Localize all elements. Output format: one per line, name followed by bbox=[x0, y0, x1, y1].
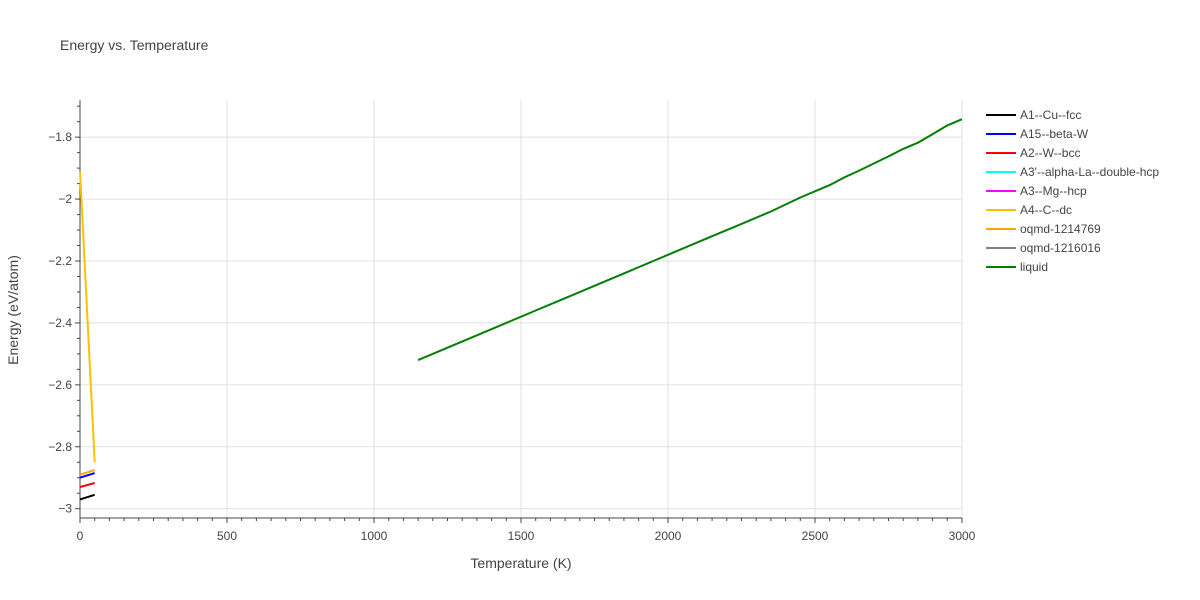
legend-label: oqmd-1214769 bbox=[1020, 222, 1101, 236]
chart-title: Energy vs. Temperature bbox=[60, 37, 209, 53]
y-tick-label: −3 bbox=[58, 502, 72, 516]
x-axis-title: Temperature (K) bbox=[470, 555, 571, 571]
x-tick-label: 1500 bbox=[508, 529, 535, 543]
y-axis-title: Energy (eV/atom) bbox=[5, 255, 21, 365]
legend-item[interactable]: A15--beta-W bbox=[986, 127, 1089, 141]
series-line-A2--W--bcc[interactable] bbox=[79, 482, 95, 488]
legend-label: A4--C--dc bbox=[1020, 203, 1072, 217]
series-line-A1--Cu--fcc[interactable] bbox=[79, 493, 95, 501]
x-tick-label: 500 bbox=[217, 529, 237, 543]
legend-item[interactable]: A3--Mg--hcp bbox=[986, 184, 1087, 198]
legend-label: A2--W--bcc bbox=[1020, 146, 1080, 160]
x-tick-label: 0 bbox=[77, 529, 84, 543]
axis-layer: 0 500 1000 1500 2000 2500 3000 −3 −2.8 −2.6 −2.4 −2… bbox=[48, 100, 976, 543]
legend-item[interactable]: A1--Cu--fcc bbox=[986, 108, 1081, 122]
x-tick-label: 2500 bbox=[802, 529, 829, 543]
legend-label: liquid bbox=[1020, 260, 1048, 274]
y-tick-label: −2.8 bbox=[48, 440, 72, 454]
legend-label: oqmd-1216016 bbox=[1020, 241, 1101, 255]
y-tick-label: −2.6 bbox=[48, 378, 72, 392]
legend-item[interactable]: A2--W--bcc bbox=[986, 146, 1080, 160]
series-line-liquid[interactable] bbox=[417, 118, 963, 362]
legend-item[interactable]: oqmd-1216016 bbox=[986, 241, 1101, 255]
x-tick-label: 1000 bbox=[361, 529, 388, 543]
legend[interactable]: A1--Cu--fcc A15--beta-W A2--W--bcc A3'--alp… bbox=[986, 108, 1159, 274]
legend-item[interactable]: A4--C--dc bbox=[986, 203, 1072, 217]
series-line-A15--beta-W[interactable] bbox=[79, 472, 95, 479]
y-tick-label: −2.4 bbox=[48, 316, 72, 330]
series-layer bbox=[79, 118, 963, 501]
legend-item[interactable]: liquid bbox=[986, 260, 1048, 274]
y-tick-label: −2.2 bbox=[48, 254, 72, 268]
x-tick-label: 2000 bbox=[655, 529, 682, 543]
y-tick-label: −1.8 bbox=[48, 130, 72, 144]
series-line-oqmd-1214769[interactable] bbox=[79, 469, 96, 476]
grid-layer bbox=[80, 100, 963, 518]
legend-label: A1--Cu--fcc bbox=[1020, 108, 1081, 122]
y-tick-label: −2 bbox=[58, 192, 72, 206]
legend-item[interactable]: oqmd-1214769 bbox=[986, 222, 1101, 236]
legend-label: A3--Mg--hcp bbox=[1020, 184, 1087, 198]
legend-item[interactable]: A3'--alpha-La--double-hcp bbox=[986, 165, 1159, 179]
series-line-A4--C--dc[interactable] bbox=[79, 171, 96, 463]
x-tick-label: 3000 bbox=[949, 529, 976, 543]
legend-label: A3'--alpha-La--double-hcp bbox=[1020, 165, 1159, 179]
legend-label: A15--beta-W bbox=[1020, 127, 1089, 141]
